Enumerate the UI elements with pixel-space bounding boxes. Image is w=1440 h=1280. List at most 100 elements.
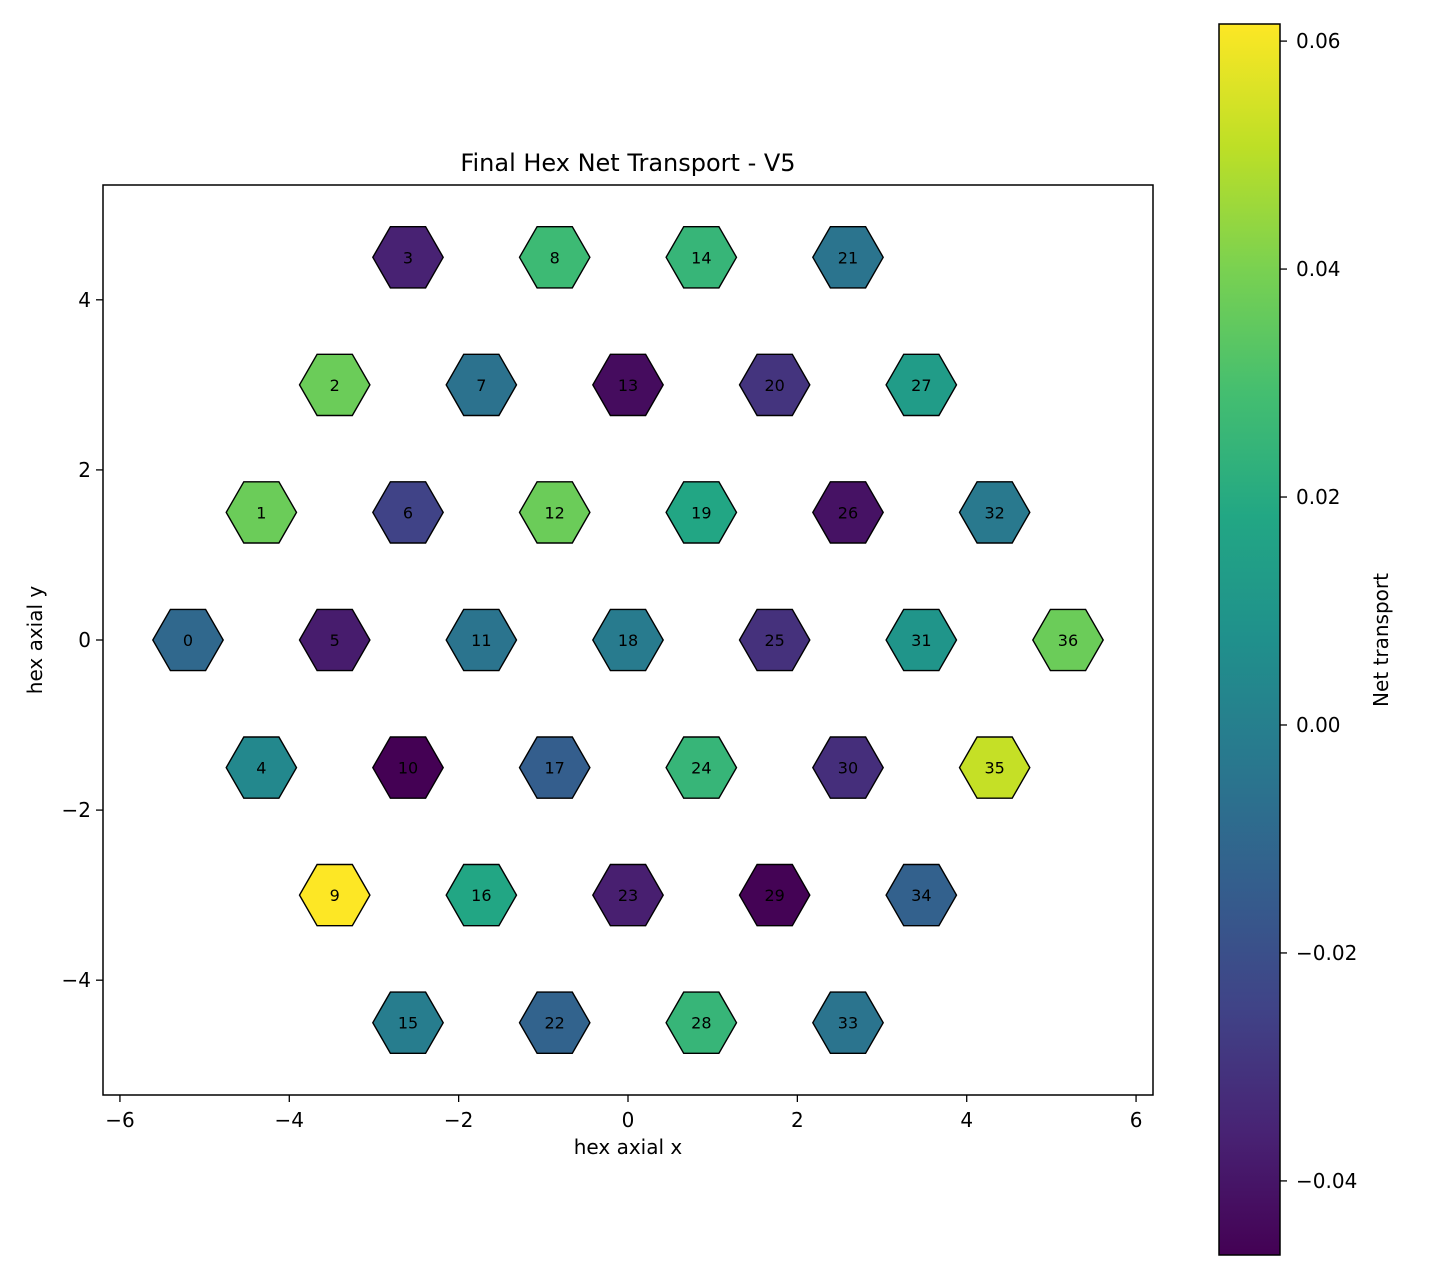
hex-shape — [518, 225, 591, 289]
hex-label: 10 — [398, 759, 418, 778]
hex-cell-31: 31 — [885, 608, 958, 672]
hex-label: 31 — [911, 631, 931, 650]
hex-cell-29: 29 — [738, 863, 811, 927]
hex-cell-30: 30 — [811, 736, 885, 799]
y-axis-label: hex axial y — [23, 586, 47, 695]
hex-label: 28 — [691, 1014, 711, 1033]
colorbar-tick-label: 0.00 — [1296, 713, 1341, 737]
hex-shape — [811, 991, 885, 1055]
hex-shape — [885, 608, 958, 672]
hex-shape — [665, 225, 738, 289]
x-tick-label: 6 — [1130, 1108, 1143, 1132]
y-axis: −4 −2 0 2 4 — [62, 288, 103, 992]
hex-cell-17: 17 — [518, 736, 591, 799]
hex-label: 34 — [911, 886, 931, 905]
hex-shape — [811, 481, 885, 544]
hex-label: 15 — [398, 1014, 418, 1033]
hex-cell-23: 23 — [591, 863, 665, 927]
colorbar-tick-label: 0.04 — [1296, 257, 1341, 281]
x-tick-label: −6 — [105, 1108, 134, 1132]
hex-label: 36 — [1058, 631, 1078, 650]
hex-label: 33 — [838, 1014, 858, 1033]
hex-cell-3: 3 — [371, 225, 445, 289]
x-axis: −6 −4 −2 0 2 4 6 — [105, 1095, 1142, 1132]
hex-shape — [518, 991, 591, 1055]
hex-shape — [591, 353, 665, 417]
hex-cell-20: 20 — [738, 353, 811, 417]
hex-label: 8 — [550, 248, 560, 267]
hex-label: 2 — [330, 376, 340, 395]
hex-shape — [885, 353, 958, 417]
colorbar-ticks: −0.04 −0.02 0.00 0.02 0.04 0.06 — [1280, 29, 1357, 1193]
hex-cell-21: 21 — [811, 225, 885, 289]
hex-label: 5 — [330, 631, 340, 650]
hex-shape — [665, 481, 738, 544]
hex-cell-18: 18 — [591, 608, 665, 672]
hex-cells: 0123456789101112131415161718192021222324… — [151, 225, 1105, 1055]
hex-label: 21 — [838, 248, 858, 267]
hex-label: 18 — [618, 631, 638, 650]
hex-cell-4: 4 — [225, 736, 298, 799]
hex-label: 6 — [403, 503, 413, 522]
x-axis-label: hex axial x — [574, 1135, 683, 1159]
colorbar-tick-label: −0.02 — [1296, 941, 1357, 965]
hex-cell-15: 15 — [371, 991, 445, 1055]
hex-label: 3 — [403, 248, 413, 267]
chart-title: Final Hex Net Transport - V5 — [460, 149, 795, 177]
hex-shape — [225, 736, 298, 799]
hex-cell-6: 6 — [371, 481, 445, 544]
hex-label: 23 — [618, 886, 638, 905]
hex-shape — [298, 608, 371, 672]
hex-cell-11: 11 — [445, 608, 518, 672]
hex-shape — [958, 736, 1031, 799]
hex-label: 4 — [256, 759, 266, 778]
hex-label: 12 — [544, 503, 564, 522]
x-tick-label: 0 — [622, 1108, 635, 1132]
y-tick-label: 4 — [78, 288, 91, 312]
hex-cell-35: 35 — [958, 736, 1031, 799]
hex-label: 9 — [330, 886, 340, 905]
colorbar-gradient — [1218, 23, 1281, 1256]
hex-label: 35 — [984, 759, 1004, 778]
hex-cell-34: 34 — [885, 863, 958, 927]
hex-shape — [371, 481, 445, 544]
hex-shape — [298, 863, 371, 927]
hex-cell-9: 9 — [298, 863, 371, 927]
hex-shape — [958, 481, 1031, 544]
hex-shape — [371, 991, 445, 1055]
hex-label: 13 — [618, 376, 638, 395]
hex-label: 30 — [838, 759, 858, 778]
hex-label: 20 — [764, 376, 784, 395]
hex-label: 25 — [764, 631, 784, 650]
hex-cell-5: 5 — [298, 608, 371, 672]
hex-label: 16 — [471, 886, 491, 905]
colorbar-tick-label: 0.02 — [1296, 485, 1341, 509]
hex-cell-16: 16 — [445, 863, 518, 927]
hex-label: 24 — [691, 759, 711, 778]
hex-shape — [151, 608, 225, 672]
colorbar-tick-label: 0.06 — [1296, 29, 1341, 53]
hex-cell-25: 25 — [738, 608, 811, 672]
hex-cell-24: 24 — [665, 736, 738, 799]
x-tick-label: −2 — [444, 1108, 473, 1132]
x-tick-label: −4 — [275, 1108, 304, 1132]
hex-label: 11 — [471, 631, 491, 650]
hex-label: 19 — [691, 503, 711, 522]
hex-cell-22: 22 — [518, 991, 591, 1055]
hex-shape — [518, 736, 591, 799]
hex-label: 1 — [256, 503, 266, 522]
hex-label: 17 — [544, 759, 564, 778]
hex-cell-13: 13 — [591, 353, 665, 417]
hex-cell-2: 2 — [298, 353, 371, 417]
hex-shape — [738, 353, 811, 417]
hex-shape — [445, 353, 518, 417]
hex-cell-1: 1 — [225, 481, 298, 544]
hex-cell-27: 27 — [885, 353, 958, 417]
hex-cell-14: 14 — [665, 225, 738, 289]
y-tick-label: 0 — [78, 628, 91, 652]
hex-shape — [885, 863, 958, 927]
colorbar-tick-label: −0.04 — [1296, 1169, 1357, 1193]
hex-cell-32: 32 — [958, 481, 1031, 544]
colorbar-label: Net transport — [1369, 573, 1393, 707]
